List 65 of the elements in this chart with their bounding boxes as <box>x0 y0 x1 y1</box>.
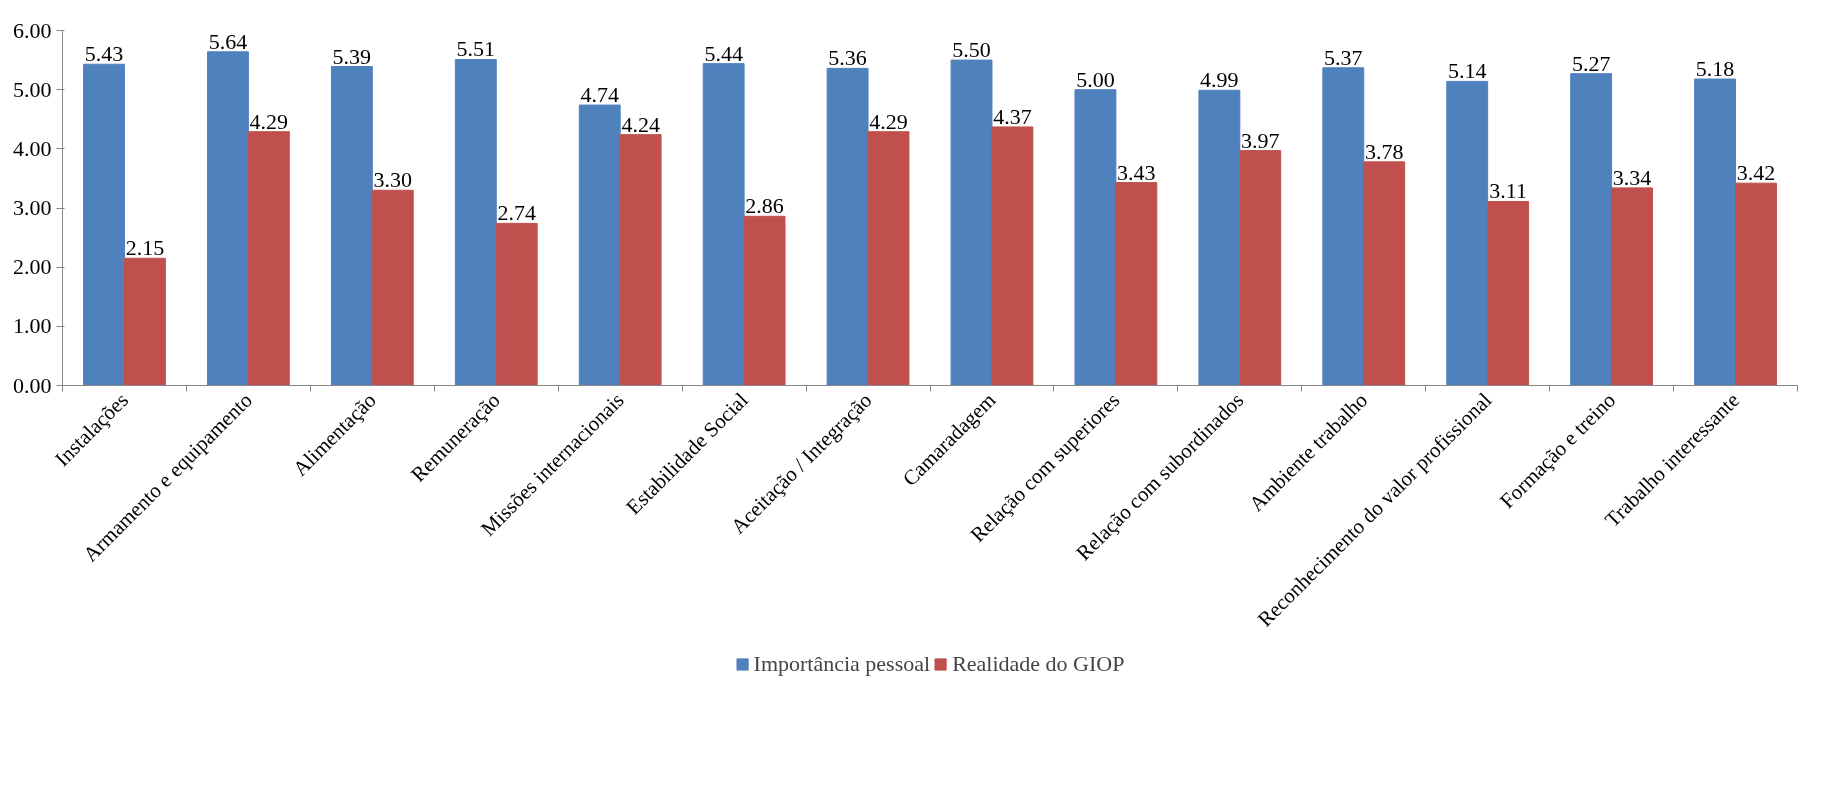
data-label: 4.37 <box>993 103 1032 129</box>
bar <box>619 134 662 386</box>
data-label: 5.14 <box>1447 58 1487 84</box>
bar <box>867 131 910 386</box>
bar <box>1074 89 1117 386</box>
data-label: 5.00 <box>1076 66 1115 92</box>
bar <box>1363 161 1406 386</box>
bar <box>743 215 786 386</box>
y-tick-label: 3.00 <box>13 195 52 220</box>
data-label: 5.27 <box>1571 50 1611 76</box>
data-label: 3.78 <box>1364 138 1404 164</box>
y-tick-label: 1.00 <box>13 313 52 339</box>
bar <box>247 131 290 386</box>
data-label: 3.97 <box>1241 127 1280 153</box>
data-label: 3.34 <box>1612 164 1652 190</box>
data-label: 5.64 <box>208 28 248 54</box>
data-label: 3.11 <box>1489 178 1527 204</box>
data-label: 4.29 <box>249 108 289 134</box>
bar <box>950 59 993 386</box>
data-label: 5.18 <box>1695 56 1735 82</box>
data-label: 2.15 <box>125 235 165 261</box>
bar <box>1115 182 1158 386</box>
data-label: 5.39 <box>332 43 372 69</box>
bar <box>578 104 621 386</box>
y-tick-label: 2.00 <box>13 254 52 280</box>
bar <box>1694 78 1737 386</box>
legend-label: Importância pessoal <box>753 651 931 677</box>
bar <box>1322 67 1365 386</box>
bar <box>371 189 414 386</box>
bar <box>991 126 1034 386</box>
bar <box>826 67 869 386</box>
bar <box>83 63 125 386</box>
data-label: 3.30 <box>373 167 413 193</box>
bar <box>1239 150 1282 386</box>
y-tick-label: 6.00 <box>13 17 52 43</box>
data-label: 5.37 <box>1324 44 1363 70</box>
bar <box>702 63 745 386</box>
bar <box>1487 200 1530 386</box>
bar <box>330 66 373 386</box>
data-label: 5.44 <box>704 40 743 66</box>
data-label: 5.50 <box>952 37 991 63</box>
data-label: 5.51 <box>456 36 496 62</box>
data-label: 5.43 <box>84 41 124 67</box>
bar <box>454 58 497 386</box>
bar <box>1446 80 1489 386</box>
data-label: 2.86 <box>745 193 784 219</box>
data-label: 2.74 <box>497 200 536 226</box>
bar <box>207 51 249 386</box>
data-label: 5.36 <box>828 45 867 71</box>
data-label: 3.42 <box>1736 160 1776 186</box>
y-tick-label: 4.00 <box>13 135 52 161</box>
bar <box>1611 187 1653 386</box>
bar <box>1735 182 1777 386</box>
data-label: 4.24 <box>621 111 660 137</box>
data-label: 4.29 <box>869 108 908 134</box>
bar <box>1570 73 1613 386</box>
bar <box>1198 89 1241 386</box>
legend-label: Realidade do GIOP <box>952 651 1125 677</box>
bar <box>495 222 538 386</box>
bar <box>123 257 166 386</box>
data-label: 4.99 <box>1200 67 1239 93</box>
y-tick-label: 5.00 <box>13 76 52 102</box>
data-label: 4.74 <box>580 82 619 108</box>
y-tick-label: 0.00 <box>13 372 52 398</box>
data-label: 3.43 <box>1117 159 1156 185</box>
